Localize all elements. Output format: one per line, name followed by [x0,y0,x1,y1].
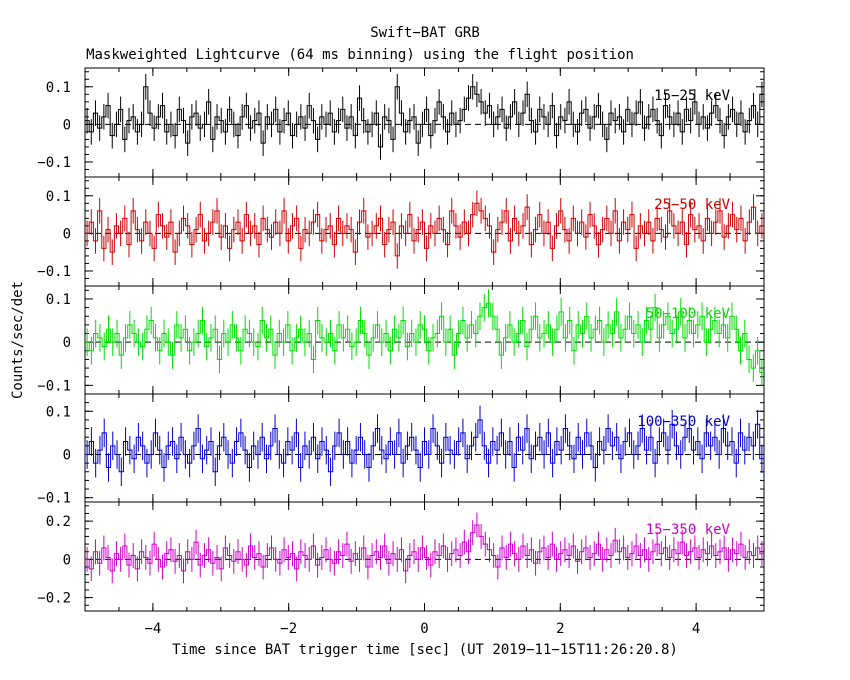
panel-2: 0.1 0 −0.1 25−50 keV [37,176,765,287]
x-tick-label: 4 [692,621,700,637]
panel-5: 0.2 0 −0.2 15−350 keV [37,501,765,612]
y-tick-label: 0 [63,335,71,351]
lightcurve-step [85,202,764,257]
y-tick-label: 0.1 [46,189,71,205]
band-label: 25−50 keV [654,197,730,213]
chart-subtitle: Maskweighted Lightcurve (64 ms binning) … [86,47,634,63]
lightcurve-step [85,86,764,148]
y-axis-label: Counts/sec/det [10,281,26,399]
y-tick-label: −0.1 [37,155,71,171]
x-tick-label: 0 [420,621,428,637]
y-tick-label: 0 [63,447,71,463]
x-tick-label: 2 [556,621,564,637]
x-tick-label: −4 [144,621,161,637]
lightcurve-step [85,302,764,373]
chart-title: Swift−BAT GRB [370,25,480,41]
panels-group: 0.1 0 −0.1 15−25 keV 0.1 0 −0.1 25−50 keV 0.1 0 −0… [37,67,765,637]
y-tick-label: 0.1 [46,404,71,420]
x-tick-label: −2 [280,621,297,637]
y-tick-label: 0.2 [46,514,71,530]
lightcurve-step [85,524,764,572]
band-label: 50−100 keV [646,306,731,322]
y-tick-label: −0.1 [37,491,71,507]
y-tick-label: 0.1 [46,80,71,96]
panel-4: 0.1 0 −0.1 100−350 keV [37,393,765,507]
panel-1: 0.1 0 −0.1 15−25 keV [37,67,765,178]
band-label: 100−350 keV [637,414,730,430]
x-axis-label: Time since BAT trigger time [sec] (UT 20… [172,642,678,658]
y-tick-label: 0 [63,117,71,133]
lightcurve-step [85,419,764,473]
y-tick-label: −0.2 [37,591,71,607]
band-label: 15−25 keV [654,88,730,104]
y-tick-label: 0 [63,552,71,568]
band-label: 15−350 keV [646,522,731,538]
y-tick-label: 0.1 [46,292,71,308]
panel-3: 0.1 0 −0.1 50−100 keV [37,285,765,395]
y-tick-label: −0.1 [37,264,71,280]
y-tick-label: −0.1 [37,378,71,394]
y-tick-label: 0 [63,226,71,242]
